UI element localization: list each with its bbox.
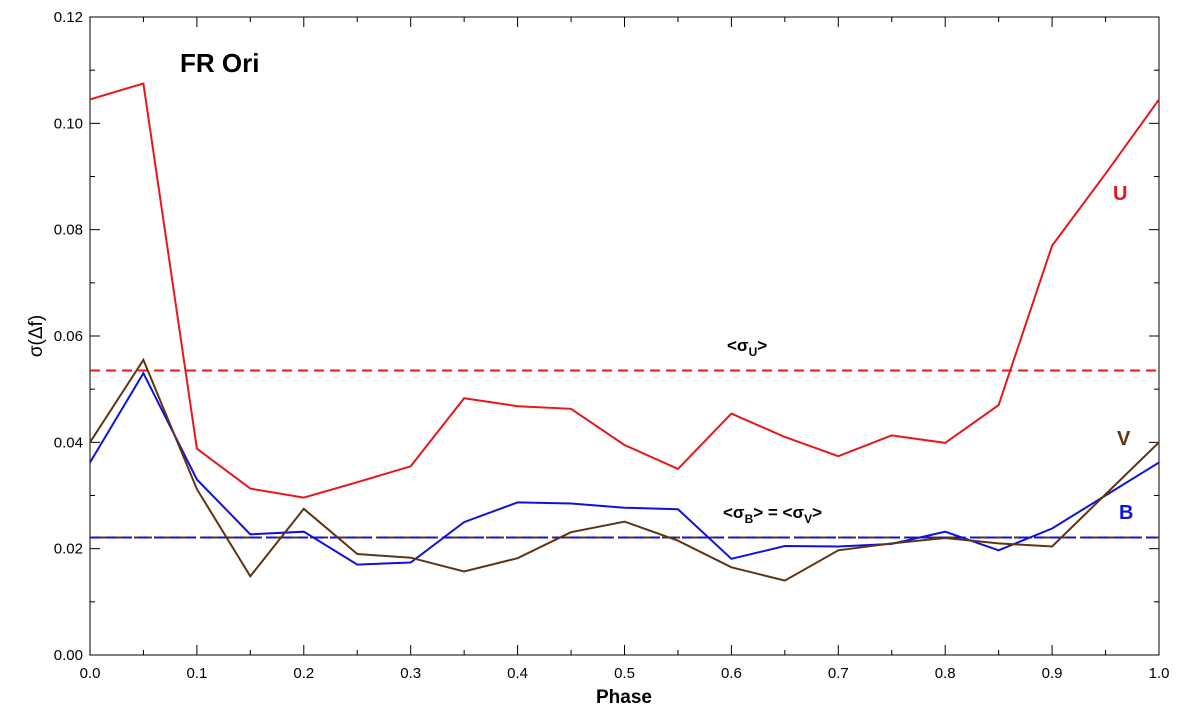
y-tick-label: 0.02 bbox=[54, 541, 83, 558]
y-axis-title: σ(Δf) bbox=[26, 315, 47, 357]
x-tick-label: 0.9 bbox=[1042, 665, 1063, 682]
y-tick-label: 0.04 bbox=[54, 434, 83, 451]
x-tick-label: 0.2 bbox=[293, 665, 314, 682]
mean-b-sub: B bbox=[745, 512, 754, 526]
y-tick-label: 0.10 bbox=[54, 115, 83, 132]
x-tick-label: 0.6 bbox=[721, 665, 742, 682]
mean-u-prefix: <σ bbox=[727, 336, 749, 355]
x-tick-label: 0.5 bbox=[614, 665, 635, 682]
x-tick-label: 0.1 bbox=[186, 665, 207, 682]
mean-u-sub: U bbox=[749, 345, 758, 359]
series-label-v: V bbox=[1117, 428, 1131, 450]
mean-u-annotation: <σU> bbox=[727, 336, 767, 359]
plot-frame bbox=[89, 16, 1160, 656]
chart-title: FR Ori bbox=[180, 48, 259, 78]
series-label-u: U bbox=[1113, 183, 1127, 205]
mean-b-prefix: <σ bbox=[723, 503, 745, 522]
x-tick-label: 0.3 bbox=[400, 665, 421, 682]
y-tick-label: 0.08 bbox=[54, 222, 83, 239]
x-tick-label: 0.0 bbox=[80, 665, 101, 682]
y-tick-label: 0.00 bbox=[54, 647, 83, 664]
x-axis-title: Phase bbox=[596, 687, 652, 708]
x-tick-label: 1.0 bbox=[1149, 665, 1170, 682]
mean-bv-annotation: <σB> = <σV> bbox=[723, 503, 822, 526]
series-v-line bbox=[89, 357, 1160, 582]
mean-v-suffix: > bbox=[812, 503, 822, 522]
mean-v-sub: V bbox=[804, 512, 812, 526]
x-tick-label: 0.8 bbox=[935, 665, 956, 682]
x-tick-label: 0.7 bbox=[828, 665, 849, 682]
mean-u-suffix: > bbox=[757, 336, 767, 355]
series-u-line bbox=[89, 82, 1160, 499]
x-tick-label: 0.4 bbox=[507, 665, 528, 682]
y-tick-label: 0.06 bbox=[54, 328, 83, 345]
plot-area: 0.0 0.1 0.2 0.3 0.4 0.5 0.6 0.7 0.8 0.9 1.0 0.00 0.0… bbox=[54, 9, 1170, 682]
mean-b-suffix: > = <σ bbox=[753, 503, 804, 522]
series-label-b: B bbox=[1119, 502, 1133, 524]
series-b-line bbox=[89, 371, 1160, 566]
y-tick-label: 0.12 bbox=[54, 9, 83, 26]
